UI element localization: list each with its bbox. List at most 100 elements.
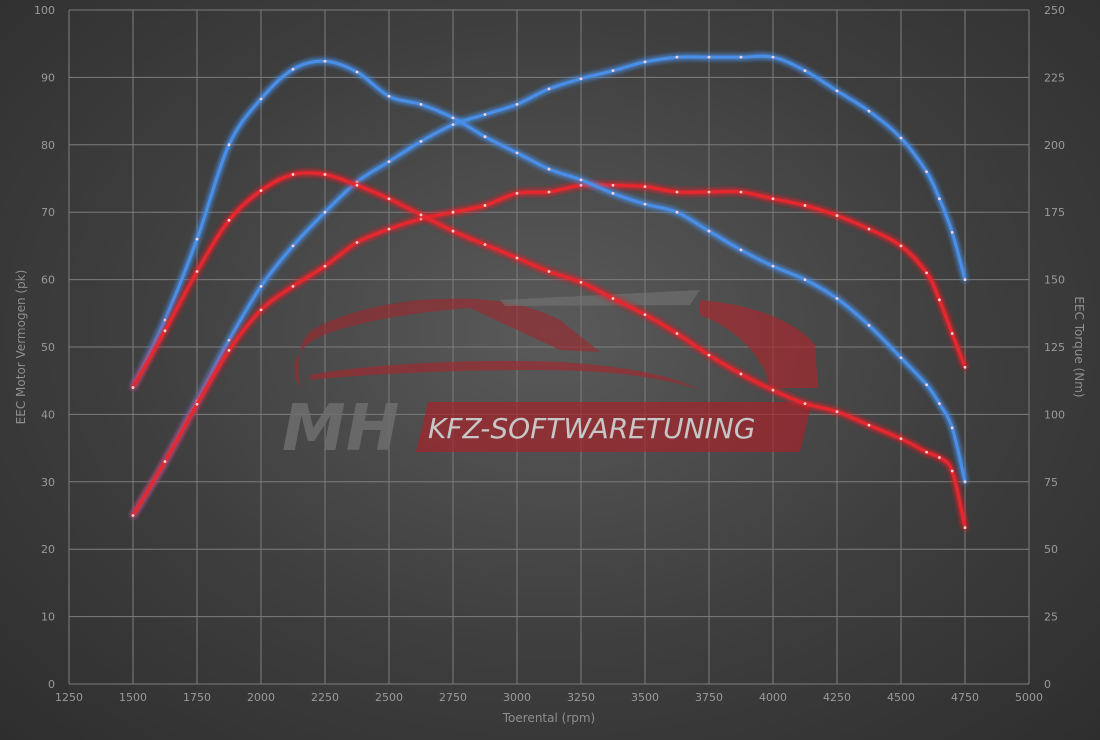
data-point bbox=[963, 480, 967, 484]
data-point bbox=[707, 190, 711, 194]
data-point bbox=[963, 365, 967, 369]
y-left-tick-label: 10 bbox=[41, 611, 55, 624]
y-right-tick-label: 125 bbox=[1044, 341, 1065, 354]
y-right-tick-label: 200 bbox=[1044, 139, 1065, 152]
data-point bbox=[227, 338, 231, 342]
series-line bbox=[131, 171, 967, 530]
y-left-tick-label: 40 bbox=[41, 408, 55, 421]
data-point bbox=[483, 204, 487, 207]
x-tick-label: 3500 bbox=[631, 691, 659, 704]
data-point bbox=[950, 332, 954, 335]
data-point bbox=[611, 183, 615, 187]
data-point bbox=[515, 191, 519, 195]
data-point bbox=[803, 278, 807, 281]
data-point bbox=[835, 89, 839, 93]
data-point bbox=[483, 135, 487, 139]
data-point bbox=[451, 123, 455, 126]
data-point bbox=[643, 313, 647, 317]
data-point bbox=[259, 97, 263, 101]
data-point bbox=[291, 244, 295, 248]
data-point bbox=[867, 324, 871, 327]
data-point bbox=[925, 271, 928, 275]
x-tick-label: 2750 bbox=[439, 691, 467, 704]
x-tick-label: 5000 bbox=[1015, 691, 1043, 704]
data-point bbox=[950, 426, 954, 430]
y-right-tick-label: 75 bbox=[1044, 476, 1058, 489]
data-point bbox=[451, 210, 455, 214]
y-left-tick-label: 80 bbox=[41, 139, 55, 152]
x-tick-label: 1750 bbox=[183, 691, 211, 704]
data-point bbox=[131, 514, 135, 517]
data-point bbox=[675, 332, 679, 335]
y-right-tick-label: 225 bbox=[1044, 71, 1065, 84]
y-right-tick-label: 175 bbox=[1044, 206, 1065, 219]
series-line bbox=[131, 59, 967, 484]
series-3 bbox=[131, 171, 967, 530]
data-point bbox=[163, 460, 167, 463]
data-point bbox=[950, 469, 954, 473]
data-point bbox=[227, 143, 231, 147]
x-tick-label: 4500 bbox=[887, 691, 915, 704]
y-right-tick-label: 25 bbox=[1044, 611, 1058, 624]
y-axis-left-title: EEC Motor Vermogen (pk) bbox=[14, 270, 28, 425]
data-point bbox=[323, 59, 327, 63]
data-point bbox=[259, 308, 263, 312]
data-point bbox=[835, 297, 839, 300]
data-point bbox=[925, 383, 928, 387]
data-point bbox=[547, 87, 551, 91]
data-point bbox=[771, 55, 775, 59]
data-point bbox=[963, 278, 967, 281]
data-point bbox=[803, 402, 807, 406]
data-point bbox=[323, 210, 327, 214]
data-point bbox=[675, 55, 679, 59]
watermark-car-rear bbox=[700, 300, 818, 388]
data-point bbox=[451, 229, 455, 233]
data-point bbox=[515, 256, 519, 260]
x-tick-label: 2250 bbox=[311, 691, 339, 704]
data-point bbox=[611, 191, 615, 195]
y-left-tick-label: 100 bbox=[34, 4, 55, 17]
y-axis-right-title: EEC Torque (Nm) bbox=[1072, 296, 1086, 397]
data-point bbox=[451, 116, 455, 120]
watermark-text: KFZ-SOFTWARETUNING bbox=[428, 412, 755, 445]
data-point bbox=[938, 197, 941, 201]
data-point bbox=[643, 202, 647, 206]
data-point bbox=[707, 229, 711, 233]
x-tick-label: 4750 bbox=[951, 691, 979, 704]
y-right-tick-label: 150 bbox=[1044, 274, 1065, 287]
data-point bbox=[938, 456, 941, 459]
data-point bbox=[419, 102, 423, 106]
y-right-tick-label: 0 bbox=[1044, 678, 1051, 691]
data-point bbox=[899, 356, 903, 360]
data-point bbox=[867, 109, 871, 113]
data-point bbox=[515, 151, 519, 155]
data-point bbox=[355, 183, 359, 187]
data-point bbox=[195, 402, 199, 406]
data-point bbox=[291, 284, 295, 288]
data-point bbox=[547, 270, 551, 273]
y-right-tick-label: 250 bbox=[1044, 4, 1065, 17]
data-point bbox=[835, 214, 839, 217]
data-point bbox=[131, 386, 135, 389]
data-point bbox=[899, 244, 903, 248]
data-point bbox=[938, 298, 941, 302]
y-right-tick-label: 100 bbox=[1044, 408, 1065, 421]
watermark-logo: MH KFZ-SOFTWARETUNING bbox=[282, 290, 818, 466]
data-point bbox=[707, 353, 711, 357]
x-tick-label: 4000 bbox=[759, 691, 787, 704]
x-tick-label: 3000 bbox=[503, 691, 531, 704]
data-point bbox=[387, 197, 391, 201]
data-point bbox=[419, 213, 423, 217]
data-point bbox=[579, 183, 583, 187]
y-left-tick-label: 50 bbox=[41, 341, 55, 354]
data-point bbox=[547, 190, 551, 194]
x-tick-label: 2500 bbox=[375, 691, 403, 704]
data-point bbox=[803, 69, 807, 73]
data-point bbox=[387, 94, 391, 98]
data-point bbox=[739, 248, 743, 252]
y-left-tick-label: 60 bbox=[41, 274, 55, 287]
series-line bbox=[131, 183, 967, 517]
y-right-tick-label: 50 bbox=[1044, 543, 1058, 556]
data-point bbox=[611, 69, 615, 73]
